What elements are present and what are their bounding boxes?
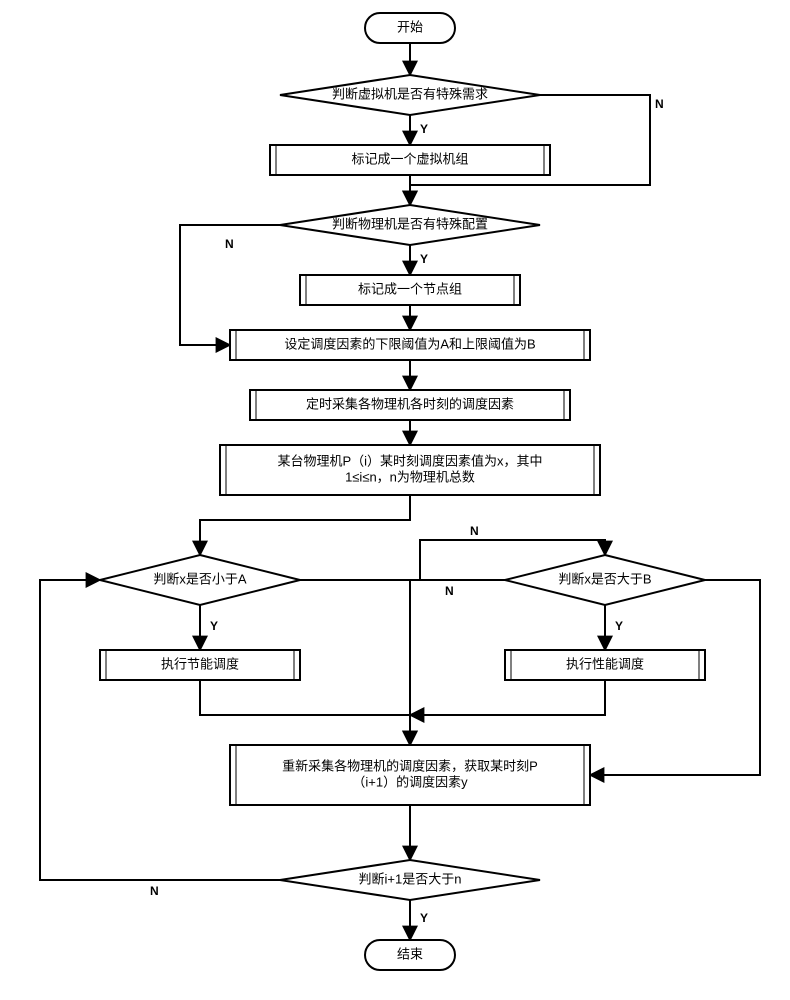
edge-label: Y bbox=[210, 619, 218, 633]
edge-label: Y bbox=[420, 122, 428, 136]
edge-label: Y bbox=[615, 619, 623, 633]
node-p_thres: 设定调度因素的下限阈值为A和上限阈值为B bbox=[230, 330, 590, 360]
node-p_eco: 执行节能调度 bbox=[100, 650, 300, 680]
node-text: 标记成一个虚拟机组 bbox=[351, 151, 468, 166]
edge-label: N bbox=[470, 524, 479, 538]
edge-label: N bbox=[655, 97, 664, 111]
node-p_pi: 某台物理机P（i）某时刻调度因素值为x，其中1≤i≤n，n为物理机总数 bbox=[220, 445, 600, 495]
node-p_perf: 执行性能调度 bbox=[505, 650, 705, 680]
node-p_nodegrp: 标记成一个节点组 bbox=[300, 275, 520, 305]
edge-label: N bbox=[225, 237, 234, 251]
node-p_recol: 重新采集各物理机的调度因素，获取某时刻P（i+1）的调度因素y bbox=[230, 745, 590, 805]
edge-label: Y bbox=[420, 252, 428, 266]
node-end: 结束 bbox=[365, 940, 455, 970]
node-text: 定时采集各物理机各时刻的调度因素 bbox=[306, 396, 514, 411]
node-text: （i+1）的调度因素y bbox=[352, 774, 468, 789]
node-d_vm: 判断虚拟机是否有特殊需求 bbox=[280, 75, 540, 115]
node-d_xgtb: 判断x是否大于B bbox=[505, 555, 705, 605]
node-d_xlta: 判断x是否小于A bbox=[100, 555, 300, 605]
node-text: 重新采集各物理机的调度因素，获取某时刻P bbox=[282, 758, 538, 773]
node-text: 执行性能调度 bbox=[566, 656, 644, 671]
edge bbox=[200, 495, 410, 555]
edge bbox=[200, 680, 410, 745]
edge-label: N bbox=[150, 884, 159, 898]
node-p_collect: 定时采集各物理机各时刻的调度因素 bbox=[250, 390, 570, 420]
node-text: 判断物理机是否有特殊配置 bbox=[332, 216, 488, 231]
node-p_vmgrp: 标记成一个虚拟机组 bbox=[270, 145, 550, 175]
node-d_ip1: 判断i+1是否大于n bbox=[280, 860, 540, 900]
flowchart: Y N Y N N Y Y N Y N 开始判断虚拟机是否有特殊需求标记成一个虚拟机组判断物理机是否… bbox=[0, 0, 790, 1000]
edge-label: N bbox=[445, 584, 454, 598]
node-text: 判断虚拟机是否有特殊需求 bbox=[332, 86, 488, 101]
node-text: 开始 bbox=[397, 19, 423, 34]
node-text: 执行节能调度 bbox=[161, 656, 239, 671]
edge bbox=[410, 580, 505, 745]
node-text: 判断i+1是否大于n bbox=[359, 871, 462, 886]
node-d_pm: 判断物理机是否有特殊配置 bbox=[280, 205, 540, 245]
node-text: 设定调度因素的下限阈值为A和上限阈值为B bbox=[284, 336, 535, 351]
node-text: 结束 bbox=[397, 946, 423, 961]
node-text: 判断x是否大于B bbox=[558, 571, 651, 586]
node-text: 标记成一个节点组 bbox=[358, 281, 462, 296]
node-text: 判断x是否小于A bbox=[153, 571, 247, 586]
edge bbox=[40, 580, 280, 880]
node-text: 某台物理机P（i）某时刻调度因素值为x，其中 bbox=[277, 453, 542, 468]
edge bbox=[410, 680, 605, 715]
node-start: 开始 bbox=[365, 13, 455, 43]
node-text: 1≤i≤n，n为物理机总数 bbox=[345, 469, 475, 484]
edge-label: Y bbox=[420, 911, 428, 925]
